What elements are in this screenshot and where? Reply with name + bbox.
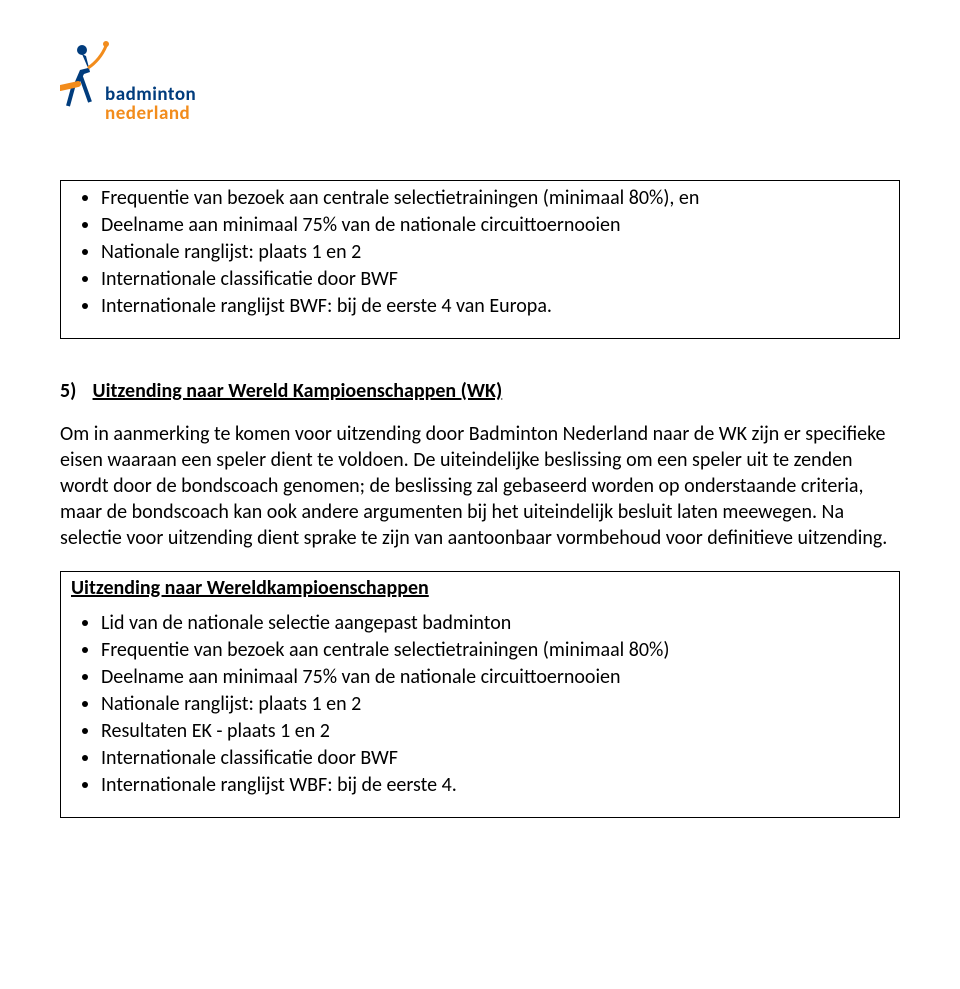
list-item: Nationale ranglijst: plaats 1 en 2 [101,691,889,718]
document-page: badminton nederland Frequentie van bezoe… [0,0,960,888]
logo: badminton nederland [60,40,900,140]
list-item: Frequentie van bezoek aan centrale selec… [101,637,889,664]
top-bullet-list: Frequentie van bezoek aan centrale selec… [71,185,889,320]
section-5-heading: 5) Uitzending naar Wereld Kampioenschapp… [60,379,900,403]
top-criteria-box: Frequentie van bezoek aan centrale selec… [60,180,900,339]
logo-line2: nederland [105,104,196,123]
section-5-paragraph: Om in aanmerking te komen voor uitzendin… [60,421,900,551]
list-item: Lid van de nationale selectie aangepast … [101,610,889,637]
logo-figure-icon [60,40,110,115]
list-item: Deelname aan minimaal 75% van de nationa… [101,664,889,691]
list-item: Resultaten EK - plaats 1 en 2 [101,718,889,745]
list-item: Internationale classificatie door BWF [101,745,889,772]
bottom-bullet-list: Lid van de nationale selectie aangepast … [71,610,889,799]
list-item: Internationale ranglijst BWF: bij de eer… [101,293,889,320]
bottom-box-heading: Uitzending naar Wereldkampioenschappen [71,576,889,600]
list-item: Nationale ranglijst: plaats 1 en 2 [101,239,889,266]
bottom-criteria-box: Uitzending naar Wereldkampioenschappen L… [60,571,900,818]
list-item: Deelname aan minimaal 75% van de nationa… [101,212,889,239]
list-item: Internationale ranglijst WBF: bij de eer… [101,772,889,799]
section-title: Uitzending naar Wereld Kampioenschappen … [93,379,503,403]
section-number: 5) [60,379,88,403]
list-item: Frequentie van bezoek aan centrale selec… [101,185,889,212]
list-item: Internationale classificatie door BWF [101,266,889,293]
logo-text: badminton nederland [105,85,196,123]
